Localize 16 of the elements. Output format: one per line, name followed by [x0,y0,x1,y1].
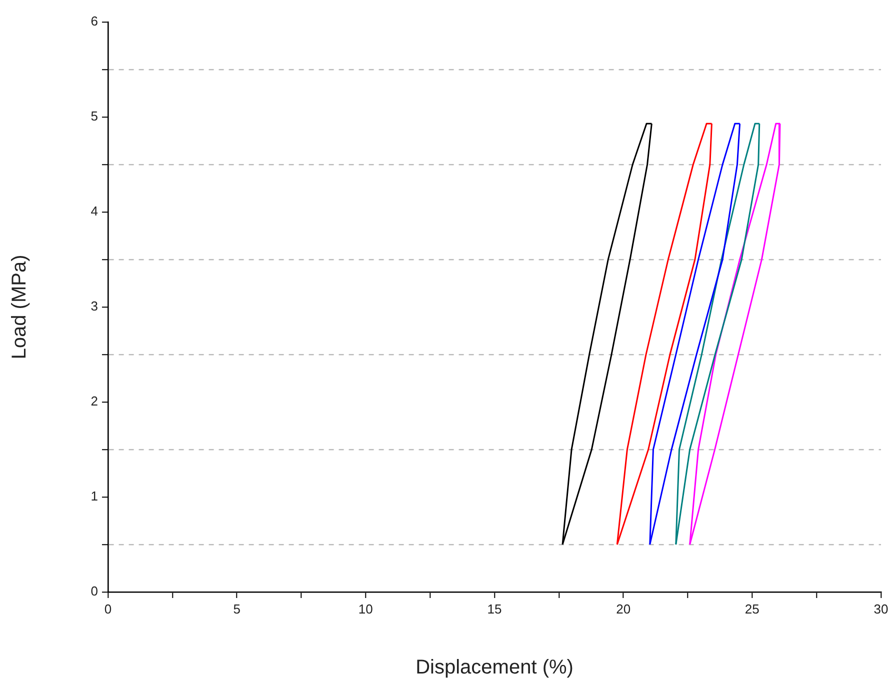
x-tick-label: 15 [487,601,502,616]
y-axis-title: Load (MPa) [8,254,31,360]
x-tick-label: 10 [358,601,373,616]
y-tick-label: 0 [90,584,98,599]
y-tick-label: 3 [90,298,98,314]
y-tick-label: 4 [90,204,98,219]
y-tick-label: 6 [90,14,98,29]
x-tick-label: 20 [616,601,631,616]
x-axis-title: Displacement (%) [416,656,574,679]
x-tick-label: 25 [744,601,760,616]
x-tick-label: 30 [874,601,888,616]
y-tick-label: 1 [90,488,98,504]
y-tick-label: 5 [90,108,98,124]
x-tick-label: 0 [104,601,112,616]
y-tick-label: 2 [90,394,98,409]
x-tick-label: 5 [233,601,240,616]
